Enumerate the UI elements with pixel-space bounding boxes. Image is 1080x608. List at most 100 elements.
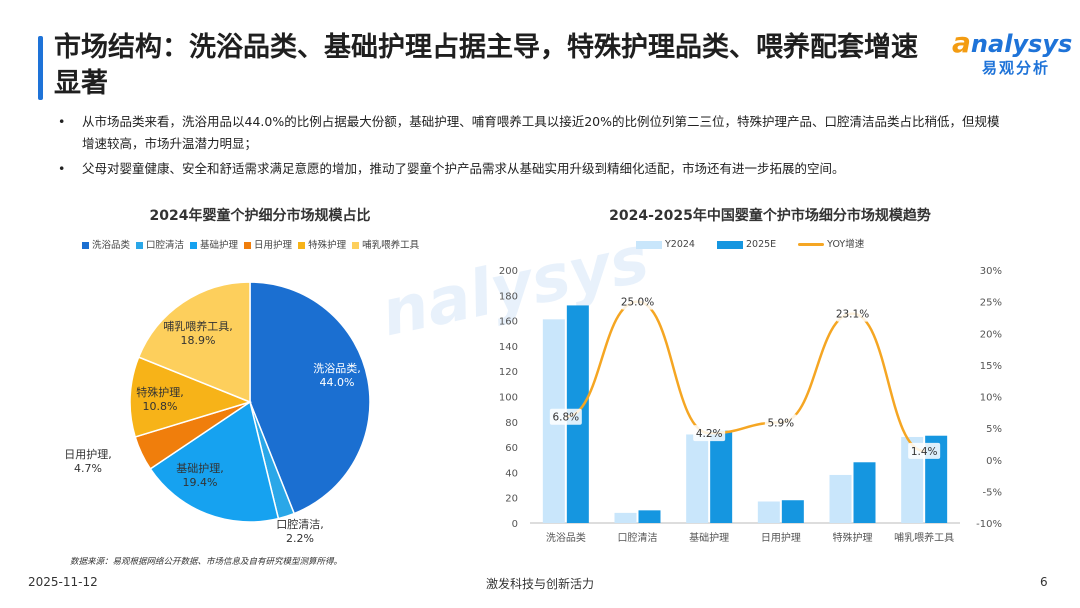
x-tick-label: 日用护理 — [761, 531, 801, 544]
bar — [686, 434, 709, 523]
legend-label: 2025E — [745, 239, 777, 250]
yoy-data-label: 1.4% — [911, 446, 938, 458]
y2-tick-label: -5% — [983, 487, 1002, 498]
bar — [781, 500, 804, 523]
page-title: 市场结构：洗浴品类、基础护理占据主导，特殊护理品类、喂养配套增速显著 — [54, 32, 918, 99]
bar-chart-title: 2024-2025年中国婴童个护市场细分市场规模趋势 — [609, 208, 931, 224]
y-tick-label: 120 — [499, 367, 518, 378]
data-label-bg — [908, 442, 941, 459]
bullet-item: • 父母对婴童健康、安全和舒适需求满足意愿的增加，推动了婴童个护产品需求从基础实用… — [58, 161, 845, 176]
y-tick-label: 180 — [499, 291, 518, 302]
legend-swatch — [798, 243, 825, 246]
legend-swatch — [136, 242, 144, 249]
bar-legend-item: YOY增速 — [798, 236, 864, 250]
y2-tick-label: 0% — [986, 456, 1002, 467]
pie-slice-value: 2.2% — [286, 532, 314, 545]
bar — [853, 462, 876, 523]
bar — [638, 510, 661, 523]
bar — [829, 474, 852, 523]
y2-tick-label: 20% — [980, 329, 1002, 340]
pie-chart-title: 2024年婴童个护细分市场规模占比 — [149, 208, 371, 224]
pie-slice-value: 18.9% — [181, 334, 216, 347]
pie-legend-item: 特殊护理 — [298, 237, 346, 251]
legend-swatch — [352, 242, 360, 249]
page-number: 6 — [1040, 575, 1048, 589]
y-tick-label: 0 — [512, 519, 518, 530]
data-label-bg — [836, 305, 869, 322]
bullet-list: • 从市场品类来看，洗浴用品以44.0%的比例占据最大份额，基础护理、哺育喂养工具… — [58, 111, 1008, 180]
legend-label: 特殊护理 — [308, 240, 347, 251]
pie-slice-label: 日用护理, — [64, 447, 112, 461]
bar — [614, 512, 637, 523]
pie-legend-item: 基础护理 — [190, 237, 238, 251]
legend-label: 口腔清洁 — [146, 240, 185, 251]
pie-slice-label: 口腔清洁, — [276, 517, 324, 531]
bar — [710, 430, 733, 523]
y2-tick-label: 15% — [980, 361, 1002, 372]
pie-slice-value: 4.7% — [74, 462, 102, 475]
legend-swatch — [244, 242, 252, 249]
pie-slice — [149, 400, 280, 523]
y-tick-label: 100 — [499, 393, 518, 404]
pie-slice — [249, 281, 371, 515]
x-tick-label: 口腔清洁 — [618, 531, 658, 544]
pie-slice-value: 19.4% — [183, 476, 218, 489]
legend-label: Y2024 — [665, 239, 695, 250]
y-tick-label: 20 — [505, 494, 518, 505]
x-tick-label: 特殊护理 — [833, 531, 873, 544]
yoy-data-label: 23.1% — [836, 309, 869, 321]
legend-swatch — [82, 242, 89, 249]
y-tick-label: 200 — [499, 266, 518, 277]
pie-slice-value: 44.0% — [320, 376, 355, 389]
yoy-line — [565, 300, 925, 453]
title-accent-bar — [38, 36, 43, 100]
legend-swatch — [636, 240, 662, 249]
pie-slice-label: 基础护理, — [176, 461, 224, 475]
y-tick-label: 60 — [505, 443, 518, 454]
yoy-data-label: 4.2% — [696, 428, 723, 440]
data-label-bg — [621, 293, 654, 310]
pie-legend-item: 口腔清洁 — [136, 237, 184, 251]
legend-label: 洗浴品类 — [92, 240, 131, 251]
pie-legend-item: 日用护理 — [244, 237, 292, 251]
pie-slice-label: 洗浴品类, — [313, 361, 361, 375]
pie-slice-value: 10.8% — [143, 400, 178, 413]
pie-slice — [129, 356, 253, 438]
x-tick-label: 洗浴品类 — [546, 531, 586, 544]
yoy-data-label: 5.9% — [767, 417, 794, 429]
bar-legend: Y2024 2025E YOY增速 — [636, 236, 886, 250]
legend-label: YOY增速 — [827, 239, 865, 250]
legend-swatch — [298, 242, 306, 249]
yoy-data-label: 25.0% — [621, 297, 654, 309]
y-tick-label: 80 — [505, 418, 518, 429]
y2-tick-label: 25% — [980, 298, 1002, 309]
x-tick-label: 基础护理 — [689, 531, 729, 544]
y2-tick-label: 10% — [980, 393, 1002, 404]
pie-legend: 洗浴品类 口腔清洁 基础护理 日用护理 特殊护理 哺乳喂养工具 — [82, 237, 425, 251]
data-label-bg — [549, 408, 582, 425]
x-tick-label: 哺乳喂养工具 — [894, 531, 954, 544]
legend-swatch — [190, 242, 198, 249]
bar-legend-item: Y2024 — [636, 239, 695, 250]
y2-tick-label: 30% — [980, 266, 1002, 277]
pie-slice-label: 特殊护理, — [136, 385, 184, 399]
footer-date: 2025-11-12 — [28, 575, 98, 589]
pie-slice-label: 哺乳喂养工具, — [163, 319, 233, 333]
pie-legend-item: 哺乳喂养工具 — [352, 237, 419, 251]
y-tick-label: 160 — [499, 317, 518, 328]
legend-label: 基础护理 — [200, 240, 239, 251]
data-label-bg — [764, 414, 797, 431]
pie-slice — [137, 281, 251, 404]
y-tick-label: 140 — [499, 342, 518, 353]
legend-swatch — [716, 240, 743, 249]
bar-legend-item: 2025E — [716, 239, 777, 250]
analysys-logo: analysys 易观分析 — [952, 26, 1073, 77]
data-label-bg — [693, 425, 726, 442]
legend-label: 哺乳喂养工具 — [362, 240, 420, 251]
legend-label: 日用护理 — [254, 240, 293, 251]
logo-cn: 易观分析 — [982, 59, 1051, 77]
y-tick-label: 40 — [505, 468, 518, 479]
data-source-note: 数据来源：易观根据网络公开数据、市场信息及自有研究模型测算所得。 — [70, 557, 343, 567]
bar — [757, 501, 780, 523]
